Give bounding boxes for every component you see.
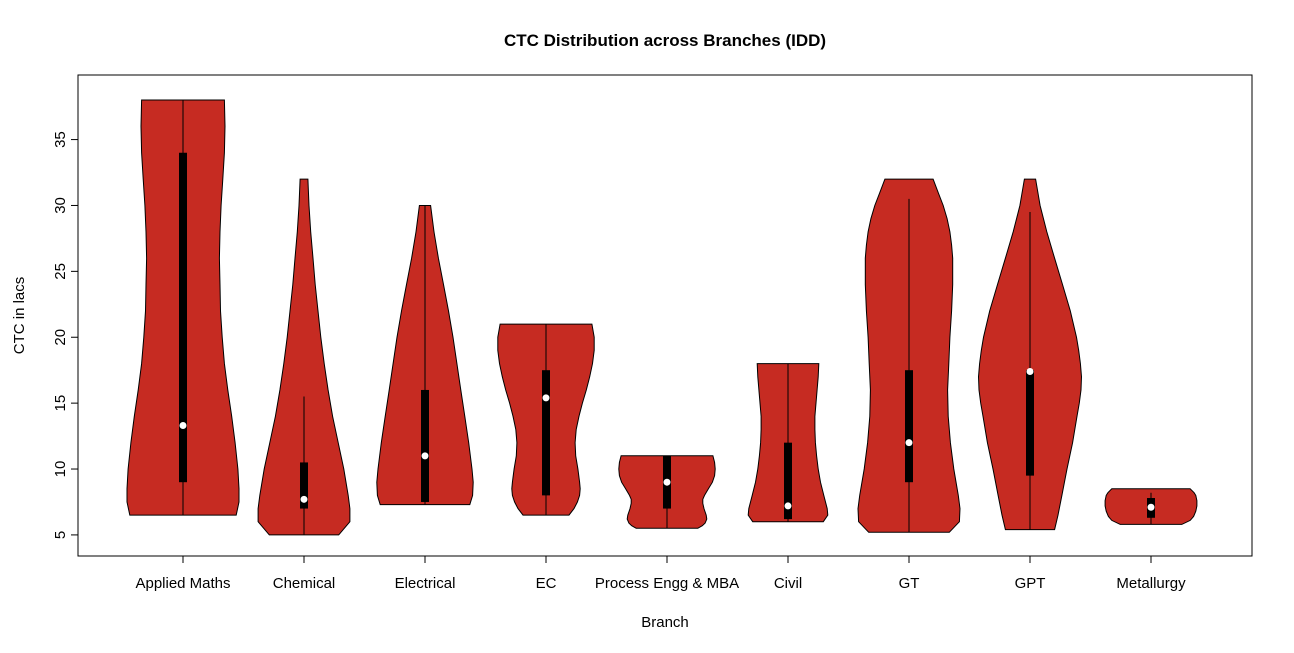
iqr-box-ec (542, 370, 550, 496)
median-dot-metallurgy (1147, 503, 1155, 511)
iqr-box-applied-maths (179, 152, 187, 483)
median-dot-gpt (1026, 368, 1034, 376)
x-axis-title: Branch (641, 614, 689, 631)
x-tick-label: Civil (774, 575, 802, 592)
median-dot-applied-maths (179, 422, 187, 430)
median-dot-electrical (421, 452, 429, 460)
iqr-box-chemical (300, 462, 308, 509)
median-dot-gt (905, 439, 913, 447)
x-tick-label: EC (536, 575, 557, 592)
y-tick-label: 10 (52, 461, 69, 478)
iqr-box-civil (784, 442, 792, 520)
x-tick-label: Electrical (395, 575, 456, 592)
y-tick-label: 25 (52, 263, 69, 280)
x-tick-label: Chemical (273, 575, 336, 592)
median-dot-civil (784, 502, 792, 510)
iqr-box-gpt (1026, 370, 1034, 476)
y-tick-label: 5 (52, 531, 69, 539)
median-dot-chemical (300, 495, 308, 503)
y-tick-label: 20 (52, 329, 69, 346)
x-tick-label: GT (899, 575, 920, 592)
chart-title: CTC Distribution across Branches (IDD) (503, 31, 827, 50)
y-tick-label: 30 (52, 197, 69, 214)
median-dot-process-engg-mba (663, 478, 671, 486)
x-tick-label: Metallurgy (1116, 575, 1186, 592)
y-tick-label: 35 (52, 131, 69, 148)
median-dot-ec (542, 394, 550, 402)
iqr-box-gt (905, 370, 913, 483)
y-tick-label: 15 (52, 395, 69, 412)
x-tick-label: GPT (1015, 575, 1046, 592)
x-tick-label: Process Engg & MBA (595, 575, 739, 592)
x-tick-label: Applied Maths (135, 575, 230, 592)
plot-border (77, 74, 1253, 557)
iqr-box-electrical (421, 389, 429, 502)
violin-shape-chemical (257, 178, 351, 536)
y-axis-title: CTC in lacs (11, 277, 28, 355)
